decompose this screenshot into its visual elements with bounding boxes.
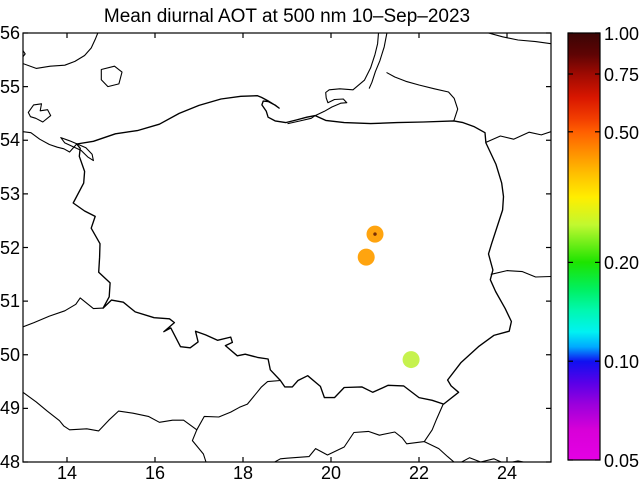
x-tick-label: 18: [232, 463, 254, 480]
x-tick-label: 16: [144, 463, 166, 480]
country-border-line: [27, 103, 52, 123]
country-border-line: [23, 297, 104, 328]
y-tick-label: 52: [0, 237, 21, 258]
station-dot: [357, 248, 375, 266]
country-border-line: [23, 131, 78, 153]
country-border-line: [460, 457, 526, 462]
colorbar-tick-label: 0.50: [604, 122, 640, 143]
country-border-line: [490, 270, 551, 278]
y-tick-label: 48: [0, 452, 21, 472]
country-border-line: [423, 441, 455, 462]
y-tick-label: 49: [0, 398, 21, 419]
country-border-line: [314, 33, 380, 117]
country-border-line: [23, 33, 99, 69]
y-tick-label: 55: [0, 76, 21, 97]
country-border-line: [100, 65, 123, 88]
x-tick-label: 14: [56, 463, 78, 480]
colorbar-tick-label: 0.05: [604, 451, 640, 471]
country-border-line: [368, 33, 388, 89]
colorbar-ticks: [568, 32, 600, 461]
country-border-line: [386, 72, 459, 122]
axis-ticks: [23, 32, 551, 463]
country-border-line: [487, 33, 551, 45]
colorbar-tick-label: 0.75: [604, 65, 640, 85]
axis-box: [22, 32, 552, 463]
x-tick-label: 20: [320, 463, 342, 480]
y-tick-label: 53: [0, 183, 21, 204]
station-dots: [357, 225, 420, 369]
x-tick-label: 22: [408, 463, 430, 480]
y-tick-label: 51: [0, 291, 21, 312]
country-border-line: [274, 403, 444, 462]
colorbar-tick-label: 1.00: [604, 24, 640, 44]
colorbar-tick-label: 0.10: [604, 352, 640, 373]
colorbar-tick-label: 0.20: [604, 253, 640, 274]
y-tick-label: 56: [0, 23, 21, 43]
country-border-line: [196, 379, 281, 431]
y-tick-label: 54: [0, 130, 21, 151]
station-dot: [402, 351, 420, 369]
colorbar-rect: [567, 32, 601, 461]
country-border-line: [23, 391, 207, 462]
country-border-line: [23, 50, 26, 58]
map-borders: [23, 33, 551, 462]
country-border-line: [60, 137, 94, 162]
country-border-line: [287, 115, 316, 125]
plot-title: Mean diurnal AOT at 500 nm 10–Sep–2023: [103, 6, 471, 27]
y-tick-label: 50: [0, 344, 21, 365]
station-dot-center-mark: [373, 232, 377, 236]
country-border-line: [485, 131, 551, 143]
x-tick-label: 24: [496, 463, 518, 480]
poland-border-line: [72, 95, 513, 405]
